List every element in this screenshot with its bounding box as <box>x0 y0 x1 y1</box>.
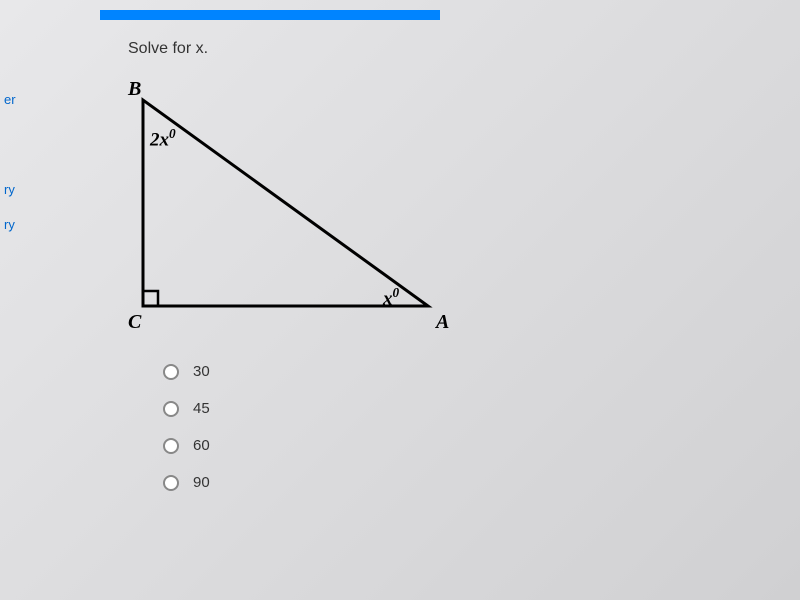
triangle-svg <box>128 78 468 338</box>
options-list: 30 45 60 90 <box>163 363 468 491</box>
right-angle-marker <box>143 291 158 306</box>
angle-label-a: x0 <box>383 285 399 310</box>
radio-icon[interactable] <box>163 401 179 417</box>
radio-icon[interactable] <box>163 475 179 491</box>
option-row[interactable]: 30 <box>163 363 468 380</box>
question-area: Solve for x. B C A 2x0 x0 30 45 60 90 <box>128 40 468 511</box>
vertex-label-c: C <box>128 311 141 334</box>
sidebar-link-1[interactable]: er <box>0 90 20 109</box>
question-prompt: Solve for x. <box>128 40 468 58</box>
vertex-label-a: A <box>436 311 449 334</box>
option-label: 60 <box>193 437 210 454</box>
option-row[interactable]: 90 <box>163 474 468 491</box>
vertex-label-b: B <box>128 78 141 101</box>
triangle-diagram: B C A 2x0 x0 <box>128 78 468 338</box>
sidebar-link-2[interactable]: ry <box>0 180 19 199</box>
option-row[interactable]: 45 <box>163 400 468 417</box>
radio-icon[interactable] <box>163 438 179 454</box>
option-row[interactable]: 60 <box>163 437 468 454</box>
option-label: 30 <box>193 363 210 380</box>
progress-bar-fill <box>100 10 440 20</box>
sidebar-link-3[interactable]: ry <box>0 215 19 234</box>
progress-bar-track <box>100 10 440 20</box>
angle-label-b: 2x0 <box>150 126 176 151</box>
triangle-shape <box>143 100 428 306</box>
option-label: 45 <box>193 400 210 417</box>
radio-icon[interactable] <box>163 364 179 380</box>
option-label: 90 <box>193 474 210 491</box>
